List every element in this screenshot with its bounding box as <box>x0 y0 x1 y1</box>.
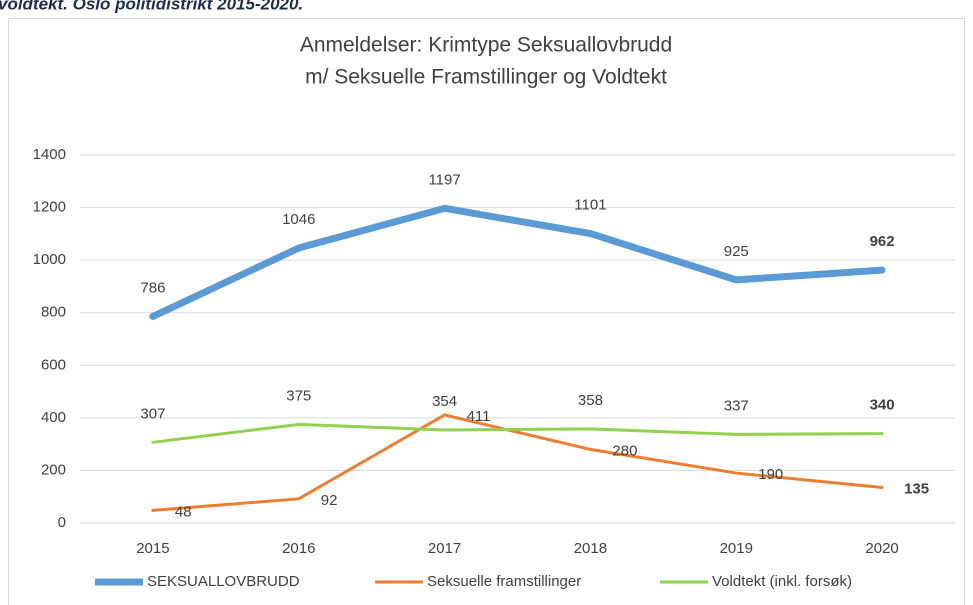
data-label: 1101 <box>574 197 606 214</box>
data-label: 354 <box>432 393 457 410</box>
chart-title: Anmeldelser: Krimtype Seksuallovbrudd <box>300 34 672 57</box>
data-label: 358 <box>578 392 603 409</box>
data-label: 375 <box>286 387 311 404</box>
y-tick-label: 600 <box>41 356 66 373</box>
data-label: 48 <box>175 503 192 520</box>
x-tick-label: 2016 <box>282 540 315 557</box>
chart-frame <box>8 18 965 605</box>
y-tick-label: 1400 <box>33 146 66 163</box>
data-label: 1197 <box>428 171 460 188</box>
series-line <box>151 413 884 512</box>
legend-label: Seksuelle framstillinger <box>427 573 581 590</box>
x-tick-label: 2018 <box>574 540 607 557</box>
legend-label: SEKSUALLOVBRUDD <box>147 573 300 590</box>
x-tick-label: 2019 <box>720 540 753 557</box>
data-label: 92 <box>321 492 338 509</box>
y-tick-label: 800 <box>41 304 66 321</box>
series-line <box>151 422 884 444</box>
data-label: 1046 <box>282 211 315 228</box>
y-tick-label: 0 <box>58 514 66 531</box>
y-tick-label: 1200 <box>33 199 66 216</box>
data-label: 135 <box>904 480 929 497</box>
data-label: 307 <box>140 405 165 422</box>
data-label: 340 <box>870 397 895 414</box>
x-tick-label: 2015 <box>136 540 169 557</box>
data-label: 190 <box>758 466 783 483</box>
chart-title: m/ Seksuelle Framstillinger og Voldtekt <box>305 66 667 89</box>
x-tick-label: 2017 <box>428 540 461 557</box>
data-label: 786 <box>140 279 165 296</box>
y-tick-label: 400 <box>41 409 66 426</box>
series-line <box>149 204 886 320</box>
caption: voldtekt. Oslo politidistrikt 2015-2020. <box>0 0 303 13</box>
data-label: 962 <box>870 233 895 250</box>
data-label: 925 <box>724 243 749 260</box>
x-tick-label: 2020 <box>865 540 898 557</box>
legend-label: Voldtekt (inkl. forsøk) <box>712 573 852 590</box>
y-tick-label: 1000 <box>33 251 66 268</box>
y-tick-label: 200 <box>41 461 66 478</box>
data-label: 337 <box>724 397 749 414</box>
data-label: 411 <box>467 408 491 425</box>
data-label: 280 <box>612 442 637 459</box>
